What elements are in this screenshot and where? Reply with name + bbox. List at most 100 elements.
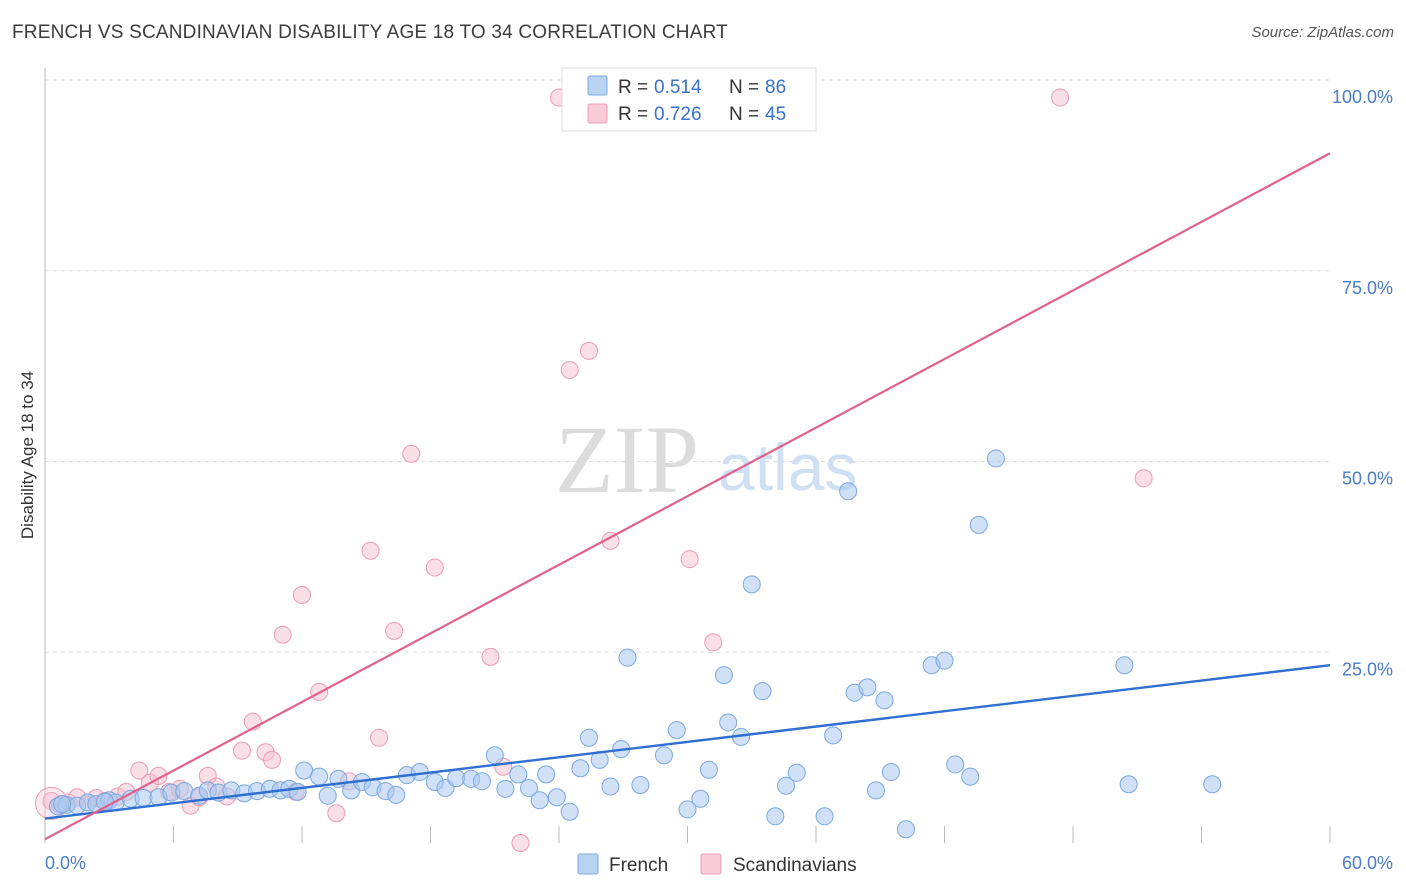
legend-french-r-value: 0.514 <box>654 77 702 98</box>
french-point <box>766 807 785 826</box>
y-tick-labels: 25.0% 50.0% 75.0% 100.0% <box>1332 87 1393 679</box>
scandinavian-point <box>1134 469 1153 488</box>
legend-scand-swatch <box>587 103 608 124</box>
y-tick-label: 50.0% <box>1342 469 1393 489</box>
scandinavian-point <box>263 750 282 769</box>
french-trend-line <box>44 664 1331 820</box>
legend-scand-n-value: 45 <box>765 104 786 125</box>
french-point <box>654 746 673 765</box>
french-point <box>881 763 900 782</box>
french-point <box>961 767 980 786</box>
french-point <box>667 721 686 740</box>
french-point <box>866 781 885 800</box>
french-point <box>601 777 620 796</box>
trend-lines <box>44 152 1331 841</box>
french-point <box>318 786 337 805</box>
french-point <box>986 449 1005 468</box>
x-tick-label: 60.0% <box>1342 853 1393 873</box>
legend-scand-r-value: 0.726 <box>654 104 702 125</box>
french-point <box>134 788 153 807</box>
scandinavian-point <box>425 558 444 577</box>
french-point <box>1115 656 1134 675</box>
scandinavian-point <box>1051 88 1070 107</box>
axes <box>44 68 1331 843</box>
legend-french-n-label: N = <box>729 77 759 98</box>
scandinavian-point <box>233 741 252 760</box>
scandinavian-point <box>293 586 311 605</box>
series-legend: French Scandinavians <box>577 853 857 876</box>
bottom-legend-scand-label: Scandinavians <box>733 855 857 876</box>
french-point <box>753 682 772 701</box>
french-point <box>839 482 858 501</box>
french-point <box>815 807 834 826</box>
french-point <box>485 746 504 765</box>
french-point <box>509 765 528 784</box>
chart-title: FRENCH VS SCANDINAVIAN DISABILITY AGE 18… <box>12 22 728 43</box>
correlation-legend: R = 0.514 N = 86 R = 0.726 N = 45 <box>561 67 817 132</box>
french-point <box>875 691 894 710</box>
legend-french-swatch <box>587 75 608 96</box>
watermark: ZIP atlas <box>555 406 857 513</box>
x-tick-label: 0.0% <box>45 853 86 873</box>
scandinavian-point <box>370 728 389 747</box>
scandinavian-point <box>385 621 404 640</box>
french-point <box>560 802 579 821</box>
french-point <box>310 767 329 786</box>
french-point <box>631 776 650 795</box>
french-point <box>787 763 806 782</box>
french-point <box>1203 775 1222 794</box>
y-tick-label: 100.0% <box>1332 87 1393 107</box>
legend-scand-r-label: R = <box>618 104 648 125</box>
french-point <box>537 765 556 784</box>
french-point <box>1119 775 1138 794</box>
french-point <box>447 769 466 788</box>
french-point <box>719 713 738 732</box>
bottom-legend-scand-swatch <box>700 853 722 875</box>
legend-french-r-label: R = <box>618 77 648 98</box>
french-point <box>520 779 539 798</box>
source-label: Source: ZipAtlas.com <box>1251 24 1394 41</box>
scandinavian-point <box>680 550 699 569</box>
french-point <box>699 760 718 779</box>
legend-scand-n-label: N = <box>729 104 759 125</box>
scandinavian-point <box>481 647 500 666</box>
french-point <box>935 651 954 670</box>
watermark-zip: ZIP <box>555 406 699 513</box>
scandinavian-point <box>327 804 346 823</box>
scandinavian-point <box>402 444 421 463</box>
french-point <box>53 795 72 814</box>
scandinavian-point <box>361 541 380 560</box>
french-point <box>777 776 796 795</box>
french-point <box>295 761 314 780</box>
scandinavian-point <box>704 633 723 652</box>
french-point <box>496 779 515 798</box>
y-tick-label: 75.0% <box>1342 278 1393 298</box>
french-point <box>858 678 877 697</box>
watermark-atlas: atlas <box>718 430 857 504</box>
y-tick-label: 25.0% <box>1342 659 1393 679</box>
french-point <box>824 726 843 745</box>
french-point <box>742 575 761 594</box>
bottom-legend-french-label: French <box>609 855 668 876</box>
french-point <box>946 755 965 774</box>
french-point <box>547 788 566 807</box>
scandinavian-point <box>560 360 579 379</box>
french-point <box>571 759 590 778</box>
french-point <box>579 728 598 747</box>
french-point <box>288 782 307 801</box>
french-point <box>691 789 710 808</box>
french-point <box>969 515 988 534</box>
french-point <box>387 785 406 804</box>
scandinavian-point <box>579 341 598 360</box>
scandinavian-point <box>511 834 530 852</box>
scandinavian-trend-line <box>44 152 1331 841</box>
scandinavian-point <box>130 761 149 780</box>
x-tick-labels: 0.0% 60.0% <box>45 853 1393 873</box>
french-point <box>896 820 915 839</box>
french-point <box>472 772 491 791</box>
french-point <box>714 666 733 685</box>
french-point <box>678 800 697 819</box>
scandinavian-point <box>273 625 292 644</box>
french-point <box>530 791 549 810</box>
